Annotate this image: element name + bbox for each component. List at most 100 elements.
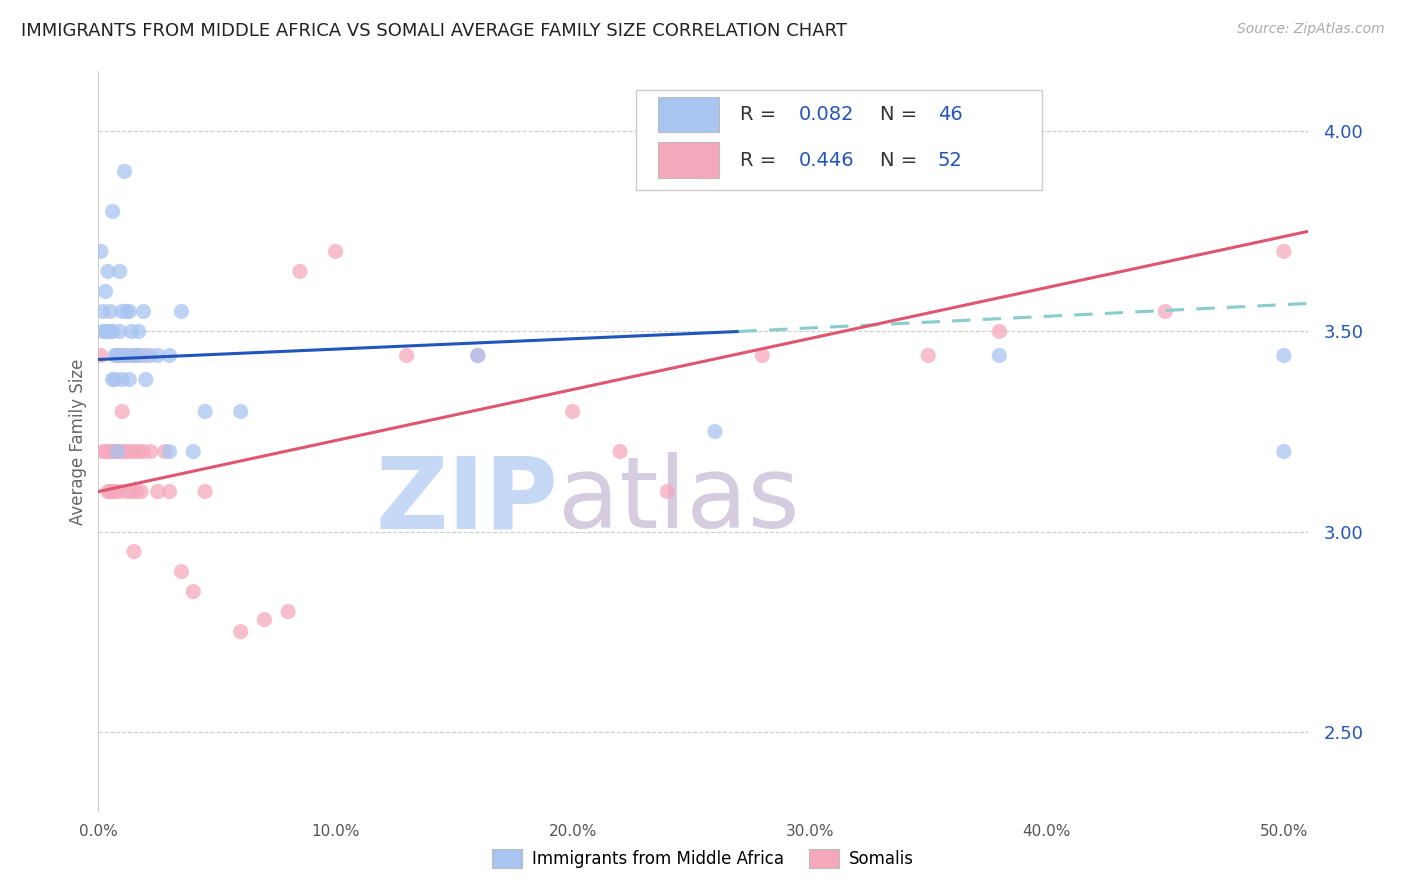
Point xyxy=(395,349,418,363)
Point xyxy=(105,444,128,458)
Point xyxy=(325,244,347,259)
Point xyxy=(181,444,204,458)
Point xyxy=(146,349,169,363)
Point xyxy=(115,349,138,363)
Point xyxy=(108,484,131,499)
Point xyxy=(105,349,128,363)
Point xyxy=(105,349,128,363)
Point xyxy=(97,264,120,278)
Point xyxy=(108,349,131,363)
Point xyxy=(132,444,155,458)
Point xyxy=(111,404,134,418)
Point xyxy=(988,325,1011,339)
Point xyxy=(104,349,127,363)
Point xyxy=(97,484,120,499)
Point xyxy=(118,444,141,458)
Point xyxy=(98,325,121,339)
Point xyxy=(129,349,152,363)
Point xyxy=(170,565,193,579)
Point xyxy=(122,544,145,558)
Text: ZIP: ZIP xyxy=(375,452,558,549)
Point xyxy=(94,444,117,458)
Point xyxy=(1272,444,1295,458)
Point xyxy=(229,624,252,639)
Point xyxy=(1154,304,1177,318)
Text: 52: 52 xyxy=(938,151,963,169)
Point xyxy=(98,304,121,318)
Point xyxy=(159,484,181,499)
Point xyxy=(108,264,131,278)
Point xyxy=(105,444,128,458)
Text: N =: N = xyxy=(880,151,922,169)
Text: Source: ZipAtlas.com: Source: ZipAtlas.com xyxy=(1237,22,1385,37)
Point xyxy=(159,349,181,363)
Point xyxy=(104,484,127,499)
Point xyxy=(114,164,136,178)
Point xyxy=(181,584,204,599)
Point xyxy=(128,444,150,458)
Point xyxy=(159,444,181,458)
Text: IMMIGRANTS FROM MIDDLE AFRICA VS SOMALI AVERAGE FAMILY SIZE CORRELATION CHART: IMMIGRANTS FROM MIDDLE AFRICA VS SOMALI … xyxy=(21,22,846,40)
Point xyxy=(98,444,121,458)
Point xyxy=(1272,349,1295,363)
Point xyxy=(125,349,148,363)
Point xyxy=(91,325,114,339)
Point xyxy=(122,349,145,363)
Point xyxy=(118,304,141,318)
Point xyxy=(194,484,217,499)
Point xyxy=(90,244,112,259)
Text: 0.446: 0.446 xyxy=(799,151,855,169)
Point xyxy=(111,372,134,386)
Point xyxy=(751,349,773,363)
Point xyxy=(101,484,124,499)
Point xyxy=(114,444,136,458)
Point xyxy=(91,444,114,458)
Point xyxy=(561,404,583,418)
Point xyxy=(253,613,276,627)
Point xyxy=(703,425,725,439)
Legend: Immigrants from Middle Africa, Somalis: Immigrants from Middle Africa, Somalis xyxy=(485,842,921,875)
Point xyxy=(90,349,112,363)
Point xyxy=(277,605,299,619)
Point xyxy=(125,484,148,499)
Point xyxy=(1272,244,1295,259)
Text: R =: R = xyxy=(741,104,783,124)
Point xyxy=(111,444,134,458)
Point xyxy=(135,372,157,386)
Y-axis label: Average Family Size: Average Family Size xyxy=(69,359,87,524)
Text: 0.082: 0.082 xyxy=(799,104,853,124)
Point xyxy=(118,372,141,386)
Point xyxy=(132,304,155,318)
Point xyxy=(125,349,148,363)
FancyBboxPatch shape xyxy=(637,90,1042,190)
Point xyxy=(97,325,120,339)
Point xyxy=(139,349,162,363)
Point xyxy=(135,349,157,363)
Point xyxy=(139,444,162,458)
Point xyxy=(108,325,131,339)
Text: atlas: atlas xyxy=(558,452,800,549)
Text: R =: R = xyxy=(741,151,783,169)
Point xyxy=(94,325,117,339)
Point xyxy=(121,484,143,499)
Point xyxy=(115,304,138,318)
Point xyxy=(128,325,150,339)
Point xyxy=(609,444,631,458)
Point xyxy=(121,349,143,363)
Point xyxy=(146,484,169,499)
Point xyxy=(229,404,252,418)
Point xyxy=(115,484,138,499)
Point xyxy=(121,325,143,339)
Point xyxy=(114,349,136,363)
Point xyxy=(91,304,114,318)
Point xyxy=(101,372,124,386)
Point xyxy=(101,204,124,219)
Point xyxy=(111,304,134,318)
Point xyxy=(988,349,1011,363)
Text: 46: 46 xyxy=(938,104,962,124)
FancyBboxPatch shape xyxy=(658,96,718,132)
Point xyxy=(101,444,124,458)
Point xyxy=(129,484,152,499)
Point xyxy=(94,285,117,299)
Point xyxy=(170,304,193,318)
